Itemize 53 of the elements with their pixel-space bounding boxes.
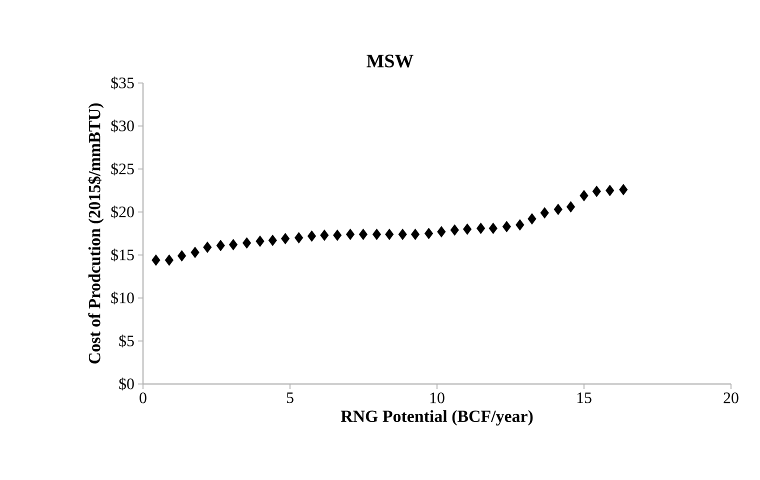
point <box>462 223 472 235</box>
y-tick-label: $25 <box>111 162 134 176</box>
chart-title: MSW <box>366 54 414 68</box>
point <box>437 226 446 238</box>
point <box>164 254 174 266</box>
y-axis-title: Cost of Prodcution (2015$/mmBTU) <box>88 103 104 364</box>
point <box>190 246 200 258</box>
point <box>424 228 434 240</box>
point <box>398 228 407 240</box>
point <box>280 232 290 244</box>
x-tick-label: 10 <box>430 392 444 404</box>
point <box>177 250 186 262</box>
point <box>307 230 316 242</box>
point <box>516 219 524 231</box>
point <box>203 242 212 253</box>
point <box>256 236 264 247</box>
point <box>410 228 420 240</box>
point <box>528 213 536 225</box>
point <box>268 234 277 246</box>
point <box>502 220 512 232</box>
point <box>242 237 252 249</box>
y-tick-label: $0 <box>119 378 134 390</box>
point <box>346 228 355 240</box>
point <box>450 224 459 236</box>
point <box>592 186 601 198</box>
point <box>320 230 329 241</box>
point <box>358 228 368 240</box>
y-tick-label: $35 <box>111 76 134 90</box>
point <box>619 184 628 196</box>
y-tick-label: $15 <box>111 248 134 262</box>
point <box>580 190 588 202</box>
x-tick-label: 0 <box>140 392 146 404</box>
point <box>294 232 304 244</box>
x-tick-label: 20 <box>724 392 738 404</box>
point <box>540 207 549 219</box>
point <box>566 201 576 213</box>
y-tick-label: $10 <box>111 292 134 304</box>
x-tick-label: 5 <box>286 392 294 404</box>
y-tick-label: $30 <box>111 120 134 132</box>
x-axis-title: RNG Potential (BCF/year) <box>340 410 533 426</box>
y-tick-label: $5 <box>119 334 134 348</box>
point <box>152 254 160 266</box>
y-tick-label: $20 <box>111 206 134 218</box>
point <box>372 228 382 240</box>
point <box>488 222 498 234</box>
point <box>333 230 342 241</box>
point <box>606 184 614 196</box>
point <box>228 238 238 250</box>
x-tick-label: 15 <box>577 392 592 404</box>
point <box>554 204 562 216</box>
point <box>476 222 486 234</box>
point <box>385 228 394 240</box>
point <box>216 240 225 252</box>
